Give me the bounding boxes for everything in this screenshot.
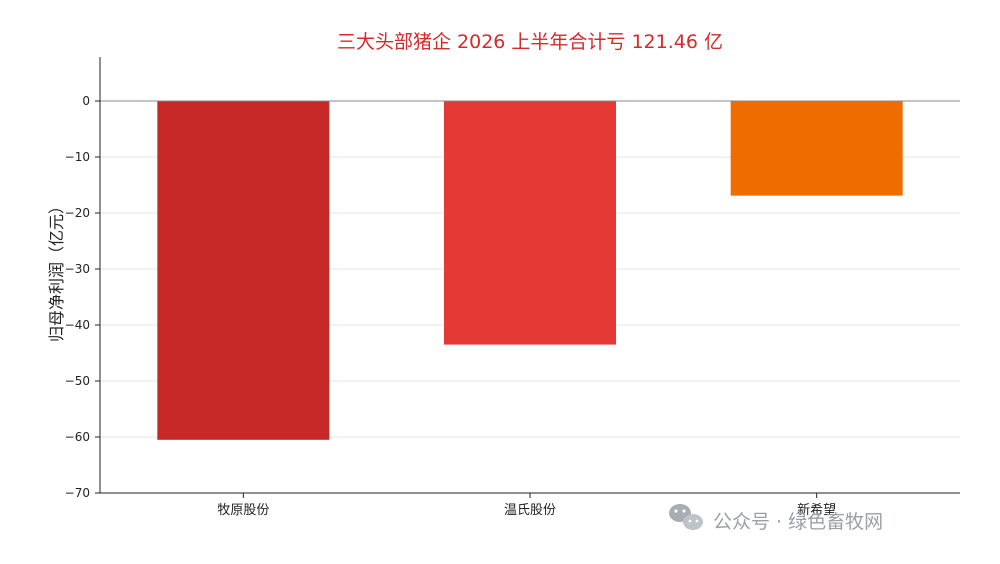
y-axis-label: 归母净利润（亿元） <box>47 198 66 342</box>
x-tick-label: 牧原股份 <box>217 503 269 518</box>
bar <box>157 101 330 440</box>
y-tick-label: −70 <box>65 486 90 500</box>
y-tick-label: −40 <box>65 318 90 332</box>
watermark: 公众号 · 绿色畜牧网 <box>669 504 883 533</box>
y-tick-label: −50 <box>65 374 90 388</box>
wechat-icon <box>669 504 703 530</box>
x-tick-label: 温氏股份 <box>504 503 556 518</box>
y-tick-label: −10 <box>65 150 90 164</box>
y-tick-label: 0 <box>82 94 90 108</box>
bar <box>730 101 903 196</box>
axes-layer: 0 −10 −20 −30 −40 −50 −60 −70 牧原股份 温氏股份 新希望 <box>65 57 960 518</box>
watermark-text: 公众号 · 绿色畜牧网 <box>713 511 883 533</box>
y-tick-label: −60 <box>65 430 90 444</box>
chart-title: 三大头部猪企 2026 上半年合计亏 121.46 亿 <box>337 31 723 53</box>
y-tick-label: −20 <box>65 206 90 220</box>
x-tick-label: 新希望 <box>797 502 836 518</box>
bars-layer <box>157 101 903 440</box>
bar <box>444 101 616 345</box>
y-tick-label: −30 <box>65 262 90 276</box>
